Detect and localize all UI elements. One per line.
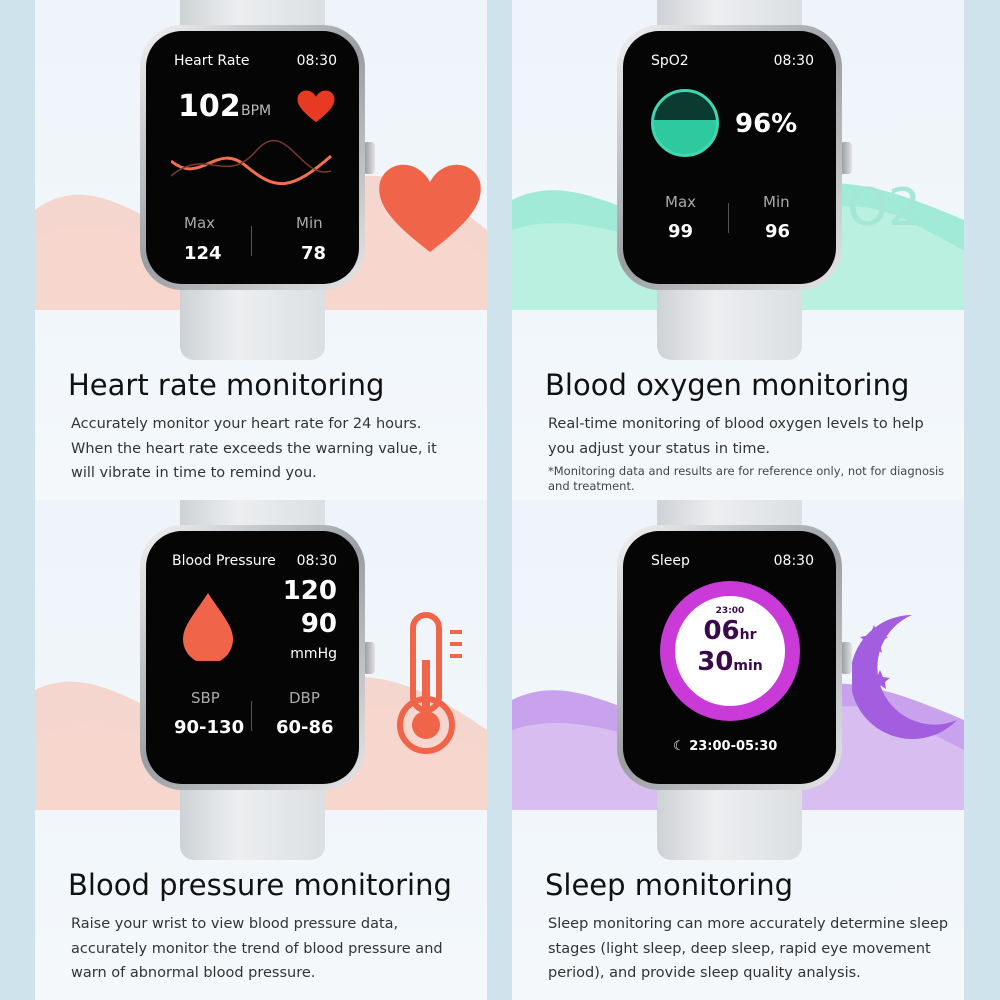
min-value: 96 (765, 221, 791, 242)
section-title: Sleep monitoring (545, 868, 794, 902)
section-description: Sleep monitoring can more accurately det… (548, 916, 949, 981)
min-value: 78 (301, 243, 327, 264)
min-label: Min (296, 214, 323, 232)
thermometer-icon (397, 612, 462, 754)
heart-icon (379, 164, 481, 252)
heart-rate-panel: Heart Rate 08:30 102 BPM Max 124 Min 78 … (35, 0, 487, 500)
sleep-panel: Sleep 08:30 23:00 06hr 30min ☾ 23:00-05:… (512, 500, 964, 1000)
blood-drop-icon (183, 593, 233, 661)
max-value: 124 (184, 243, 222, 264)
heart-wave (171, 139, 332, 186)
minutes-value: 30 (697, 647, 734, 677)
diastolic-value: 90 (300, 609, 337, 639)
section-description: Accurately monitor your heart rate for 2… (71, 416, 437, 481)
unit: BPM (241, 103, 272, 119)
screen-time: 08:30 (773, 553, 814, 569)
hours-value: 06 (703, 616, 740, 646)
screen-title: Sleep (651, 553, 690, 569)
spo2-value: 96% (735, 109, 798, 139)
crown-button (363, 642, 375, 674)
watch-screen: Sleep 08:30 23:00 06hr 30min ☾ 23:00-05:… (623, 531, 836, 784)
disclaimer: *Monitoring data and results are for ref… (548, 464, 945, 493)
blood-pressure-panel: Blood Pressure 08:30 120 90 mmHg SBP 90-… (35, 500, 487, 1000)
dbp-range: 60-86 (276, 717, 334, 738)
moon-stars-icon (852, 615, 957, 739)
section-description: Real-time monitoring of blood oxygen lev… (548, 412, 958, 494)
blood-oxygen-panel: O2 SpO2 08:30 96% Max 99 Min 96 Blood ox… (512, 0, 964, 500)
o2-decoration: O2 (847, 178, 922, 238)
heart-icon (297, 90, 335, 123)
max-label: Max (665, 193, 697, 211)
sbp-range: 90-130 (174, 717, 245, 738)
watch: SpO2 08:30 96% Max 99 Min 96 (617, 25, 842, 290)
section-description: Raise your wrist to view blood pressure … (71, 916, 443, 981)
section-title: Blood oxygen monitoring (545, 368, 910, 402)
watch: Heart Rate 08:30 102 BPM Max 124 Min 78 (140, 25, 365, 290)
heart-rate-value: 102 (178, 89, 241, 124)
screen-time: 08:30 (296, 553, 337, 569)
watch: Sleep 08:30 23:00 06hr 30min ☾ 23:00-05:… (617, 525, 842, 790)
sbp-label: SBP (191, 689, 220, 707)
watch-screen: SpO2 08:30 96% Max 99 Min 96 (623, 31, 836, 284)
unit: mmHg (290, 646, 337, 662)
watch-screen: Heart Rate 08:30 102 BPM Max 124 Min 78 (146, 31, 359, 284)
oxygen-icon (651, 89, 719, 157)
sleep-range: ☾ 23:00-05:30 (673, 739, 778, 754)
screen-title: Heart Rate (174, 53, 250, 69)
screen-title: SpO2 (651, 53, 689, 69)
screen-title: Blood Pressure (172, 553, 276, 569)
section-title: Heart rate monitoring (68, 368, 385, 402)
watch: Blood Pressure 08:30 120 90 mmHg SBP 90-… (140, 525, 365, 790)
sleep-ring: 23:00 06hr 30min (660, 581, 800, 721)
systolic-value: 120 (282, 576, 337, 606)
start-time: 23:00 (715, 606, 745, 616)
crown-button (840, 642, 852, 674)
section-title: Blood pressure monitoring (68, 868, 452, 902)
dbp-label: DBP (289, 689, 320, 707)
crown-button (363, 142, 375, 174)
min-label: Min (763, 193, 790, 211)
screen-time: 08:30 (773, 53, 814, 69)
max-label: Max (184, 214, 216, 232)
screen-time: 08:30 (296, 53, 337, 69)
watch-screen: Blood Pressure 08:30 120 90 mmHg SBP 90-… (146, 531, 359, 784)
moon-icon: ☾ (673, 739, 690, 754)
crown-button (840, 142, 852, 174)
max-value: 99 (668, 221, 694, 242)
